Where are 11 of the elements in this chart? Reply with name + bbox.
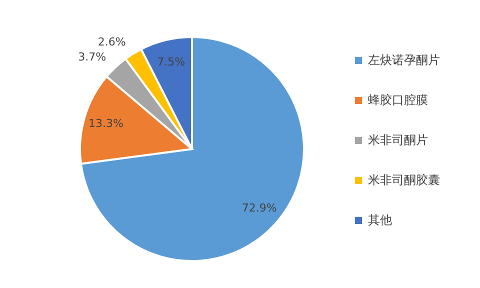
data-label: 13.3% <box>88 117 124 130</box>
legend-label: 其他 <box>368 212 392 228</box>
data-label: 2.6% <box>98 35 126 48</box>
legend-label: 米非司酮胶囊 <box>368 172 440 188</box>
data-label: 72.9% <box>242 202 277 215</box>
data-label: 7.5% <box>157 55 186 68</box>
legend-label: 左炔诺孕酮片 <box>368 52 440 68</box>
pie-slice <box>80 36 305 262</box>
legend-label: 蜂胶口腔膜 <box>368 92 428 108</box>
data-label: 3.7% <box>78 50 106 64</box>
legend-label: 米非司酮片 <box>368 132 428 148</box>
